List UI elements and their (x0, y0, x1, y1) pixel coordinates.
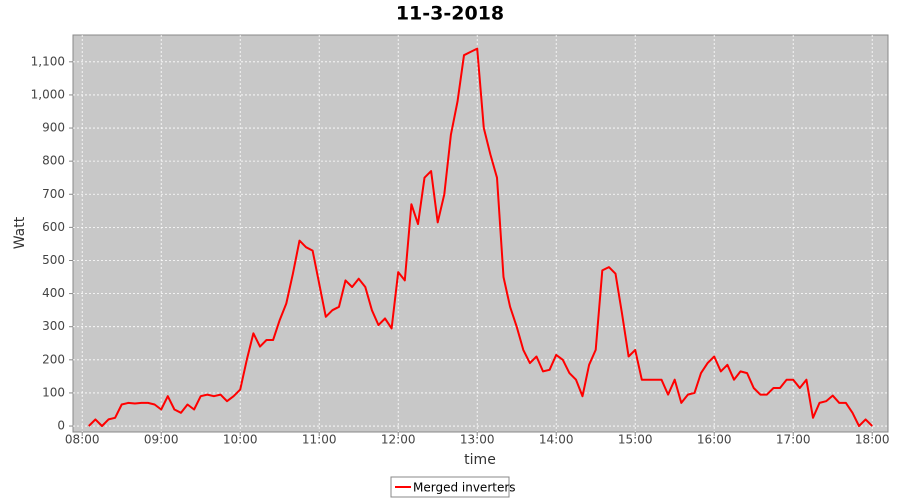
y-tick-label: 800 (42, 154, 65, 168)
y-tick-label: 300 (42, 319, 65, 333)
y-axis-label: Watt (12, 216, 28, 249)
legend-box (390, 476, 510, 498)
x-tick-label: 18:00 (855, 433, 890, 447)
x-tick-label: 08:00 (65, 433, 100, 447)
x-tick-label: 16:00 (697, 433, 732, 447)
x-axis-label: time (464, 452, 496, 468)
legend-label: Merged inverters (413, 481, 516, 495)
plot-area (72, 34, 889, 433)
x-tick-label: 14:00 (539, 433, 574, 447)
y-tick-label: 1,000 (31, 87, 65, 101)
y-tick-label: 900 (42, 121, 65, 135)
y-tick-label: 200 (42, 352, 65, 366)
y-tick-label: 400 (42, 286, 65, 300)
y-tick-label: 100 (42, 385, 65, 399)
x-tick-label: 15:00 (618, 433, 653, 447)
x-tick-label: 10:00 (223, 433, 258, 447)
y-tick-label: 600 (42, 220, 65, 234)
line-series (88, 47, 873, 427)
x-tick-label: 11:00 (302, 433, 337, 447)
chart-title: 11-3-2018 (396, 3, 504, 25)
y-tick-label: 0 (57, 419, 65, 433)
x-tick-label: 17:00 (776, 433, 811, 447)
x-tick-label: 12:00 (381, 433, 416, 447)
y-tick-label: 500 (42, 253, 65, 267)
x-tick-label: 09:00 (144, 433, 179, 447)
y-tick-label: 700 (42, 187, 65, 201)
x-tick-label: 13:00 (460, 433, 495, 447)
y-tick-label: 1,100 (31, 54, 65, 68)
